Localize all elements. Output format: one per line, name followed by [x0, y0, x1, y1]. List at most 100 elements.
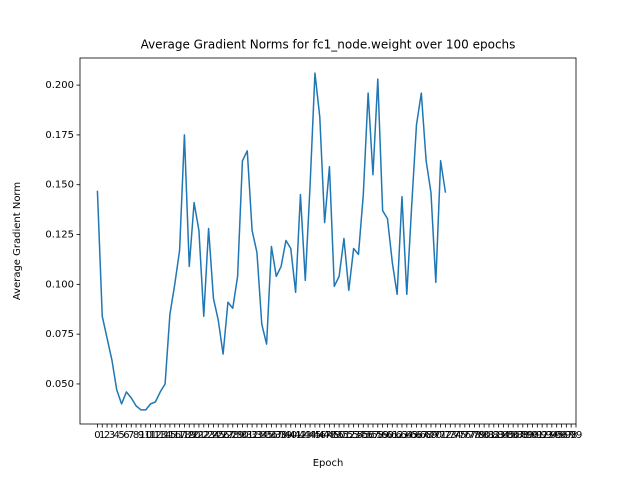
data-line — [96, 72, 447, 411]
x-tick-label: 5 — [118, 430, 124, 441]
x-tick-label: 18 — [178, 430, 191, 441]
x-tick-label: 49 — [328, 430, 341, 441]
x-tick-label: 72 — [439, 430, 452, 441]
x-tick-label: 3 — [109, 430, 115, 441]
x-tick-label: 28 — [226, 430, 239, 441]
x-tick-label: 0 — [94, 430, 100, 441]
x-tick-label: 94 — [545, 430, 558, 441]
x-tick-label: 79 — [473, 430, 486, 441]
x-tick-label: 68 — [420, 430, 433, 441]
y-tick-label: 0.125 — [45, 230, 74, 241]
y-tick-label: 0.075 — [45, 329, 74, 340]
x-tick-label: 58 — [371, 430, 384, 441]
x-tick-label: 84 — [497, 430, 510, 441]
x-tick-label: 81 — [483, 430, 496, 441]
x-axis-label: Epoch — [313, 458, 344, 469]
x-tick-label: 59 — [376, 430, 389, 441]
x-tick-label: 82 — [487, 430, 500, 441]
x-tick-label: 85 — [502, 430, 515, 441]
x-tick-label: 98 — [565, 430, 578, 441]
x-tick-label: 41 — [289, 430, 302, 441]
x-tick-label: 6 — [123, 430, 129, 441]
x-tick-label: 23 — [202, 430, 215, 441]
x-tick-label: 42 — [294, 430, 307, 441]
x-tick-label: 40 — [284, 430, 297, 441]
x-tick-label: 77 — [463, 430, 476, 441]
x-tick-label: 27 — [222, 430, 235, 441]
x-tick-label: 9 — [138, 430, 144, 441]
x-tick-label: 76 — [458, 430, 471, 441]
x-tick-label: 74 — [449, 430, 462, 441]
x-tick-label: 44 — [304, 430, 317, 441]
x-tick-label: 20 — [188, 430, 201, 441]
x-tick-label: 91 — [531, 430, 544, 441]
x-tick-label: 7 — [128, 430, 134, 441]
x-tick-label: 67 — [415, 430, 428, 441]
x-tick-label: 96 — [555, 430, 568, 441]
y-tick-label: 0.100 — [45, 279, 74, 290]
x-tick-label: 21 — [193, 430, 206, 441]
x-tick-label: 62 — [391, 430, 404, 441]
x-tick-label: 14 — [159, 430, 172, 441]
y-axis-label: Average Gradient Norm — [12, 182, 23, 300]
x-tick-label: 26 — [217, 430, 230, 441]
x-tick-label: 61 — [386, 430, 399, 441]
x-tick-label: 86 — [507, 430, 520, 441]
x-tick-label: 73 — [444, 430, 457, 441]
x-tick-label: 63 — [396, 430, 409, 441]
x-tick-label: 2 — [104, 430, 110, 441]
x-tick-label: 93 — [541, 430, 554, 441]
x-tick-label: 50 — [333, 430, 346, 441]
chart-title: Average Gradient Norms for fc1_node.weig… — [141, 38, 516, 52]
x-tick-label: 19 — [183, 430, 196, 441]
x-tick-label: 47 — [318, 430, 331, 441]
x-tick-label: 75 — [454, 430, 467, 441]
x-tick-label: 10 — [139, 430, 152, 441]
x-tick-label: 24 — [207, 430, 220, 441]
x-tick-label: 88 — [516, 430, 529, 441]
x-tick-label: 4 — [114, 430, 120, 441]
x-tick-label: 97 — [560, 430, 573, 441]
x-tick-label: 36 — [265, 430, 278, 441]
x-tick-label: 71 — [434, 430, 447, 441]
x-tick-label: 1 — [99, 430, 105, 441]
x-tick-label: 8 — [133, 430, 139, 441]
y-tick-label: 0.150 — [45, 180, 74, 191]
x-tick-label: 65 — [405, 430, 418, 441]
plot-frame — [79, 57, 577, 425]
x-tick-label: 30 — [236, 430, 249, 441]
y-tick-label: 0.050 — [45, 379, 74, 390]
x-tick-label: 89 — [521, 430, 534, 441]
x-tick-label: 43 — [299, 430, 312, 441]
x-tick-label: 53 — [347, 430, 360, 441]
x-tick-label: 55 — [357, 430, 370, 441]
x-tick-label: 46 — [313, 430, 326, 441]
x-tick-label: 35 — [260, 430, 273, 441]
x-tick-label: 33 — [251, 430, 264, 441]
x-tick-label: 83 — [492, 430, 505, 441]
x-tick-label: 38 — [275, 430, 288, 441]
x-tick-label: 92 — [536, 430, 549, 441]
x-tick-label: 69 — [425, 430, 438, 441]
x-tick-label: 16 — [168, 430, 181, 441]
x-tick-label: 80 — [478, 430, 491, 441]
x-tick-label: 56 — [362, 430, 375, 441]
y-tick-label: 0.200 — [45, 80, 74, 91]
x-tick-label: 54 — [352, 430, 365, 441]
x-tick-label: 37 — [270, 430, 283, 441]
x-tick-label: 70 — [429, 430, 442, 441]
x-tick-label: 39 — [280, 430, 293, 441]
x-tick-label: 48 — [323, 430, 336, 441]
x-tick-label: 34 — [255, 430, 268, 441]
x-tick-label: 99 — [570, 430, 583, 441]
x-tick-label: 90 — [526, 430, 539, 441]
x-tick-label: 13 — [154, 430, 167, 441]
x-tick-label: 45 — [309, 430, 322, 441]
x-tick-label: 64 — [400, 430, 413, 441]
x-tick-label: 52 — [342, 430, 355, 441]
x-tick-label: 17 — [173, 430, 186, 441]
x-tick-label: 31 — [241, 430, 254, 441]
x-tick-label: 29 — [231, 430, 244, 441]
